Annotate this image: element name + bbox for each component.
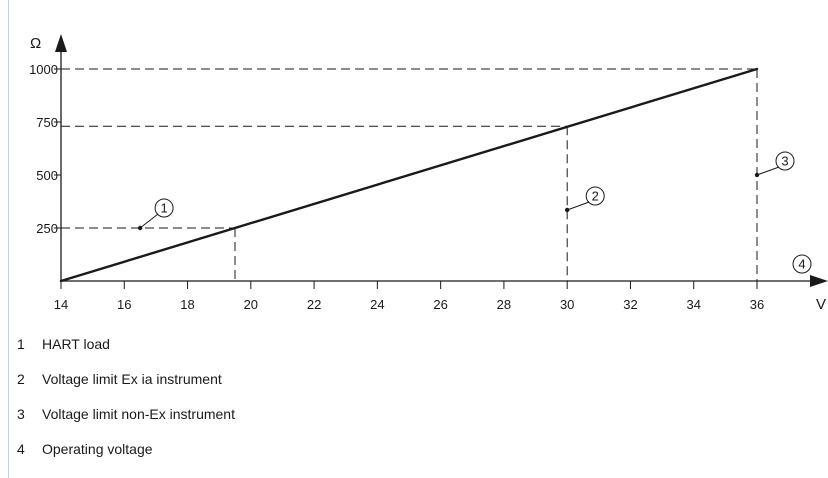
y-tick-label: 500 xyxy=(36,168,58,183)
y-axis-label: Ω xyxy=(30,35,41,52)
legend-number: 4 xyxy=(17,441,25,457)
callout-circle xyxy=(585,186,605,206)
callout-number: 3 xyxy=(781,154,788,169)
callout-leader xyxy=(139,213,159,229)
legend-text: Voltage limit Ex ia instrument xyxy=(42,371,222,387)
callout-circle xyxy=(154,198,174,218)
callout-leader xyxy=(756,166,780,176)
legend-text: HART load xyxy=(42,336,110,352)
x-tick-label: 34 xyxy=(686,297,700,312)
callout-leader xyxy=(567,201,590,211)
callout-circle xyxy=(792,254,812,274)
y-tick-label: 750 xyxy=(36,115,58,130)
axes xyxy=(55,34,828,287)
x-tick-label: 26 xyxy=(433,297,447,312)
x-tick-label: 24 xyxy=(370,297,384,312)
callout-circle xyxy=(775,151,795,171)
side-rule xyxy=(8,0,9,478)
legend-number: 2 xyxy=(17,371,25,387)
x-tick-label: 28 xyxy=(497,297,511,312)
x-tick-label: 32 xyxy=(623,297,637,312)
y-tick-label: 250 xyxy=(36,221,58,236)
x-axis-arrow xyxy=(810,275,828,287)
legend-number: 3 xyxy=(17,406,25,422)
callouts: 1 2 3 4 xyxy=(137,151,812,274)
ticks: 14 16 18 20 22 24 26 28 30 32 34 36 250 500 750 1000 xyxy=(29,62,764,312)
x-tick-label: 20 xyxy=(244,297,258,312)
series xyxy=(59,67,759,283)
callout-number: 2 xyxy=(592,188,599,203)
legend-number: 1 xyxy=(17,336,25,352)
x-tick-label: 36 xyxy=(750,297,764,312)
callout-number: 1 xyxy=(160,201,167,216)
x-tick-label: 18 xyxy=(180,297,194,312)
legend-text: Voltage limit non-Ex instrument xyxy=(42,406,235,422)
reference-lines xyxy=(61,68,758,281)
x-tick-label: 16 xyxy=(117,297,131,312)
x-tick-label: 14 xyxy=(54,297,68,312)
x-tick-label: 22 xyxy=(307,297,321,312)
legend-text: Operating voltage xyxy=(42,441,153,457)
x-axis-label: V xyxy=(816,296,826,313)
y-axis-arrow xyxy=(55,34,67,52)
callout-number: 4 xyxy=(798,257,805,272)
x-tick-label: 30 xyxy=(560,297,574,312)
y-tick-label: 1000 xyxy=(29,62,58,77)
load-line xyxy=(59,67,759,283)
